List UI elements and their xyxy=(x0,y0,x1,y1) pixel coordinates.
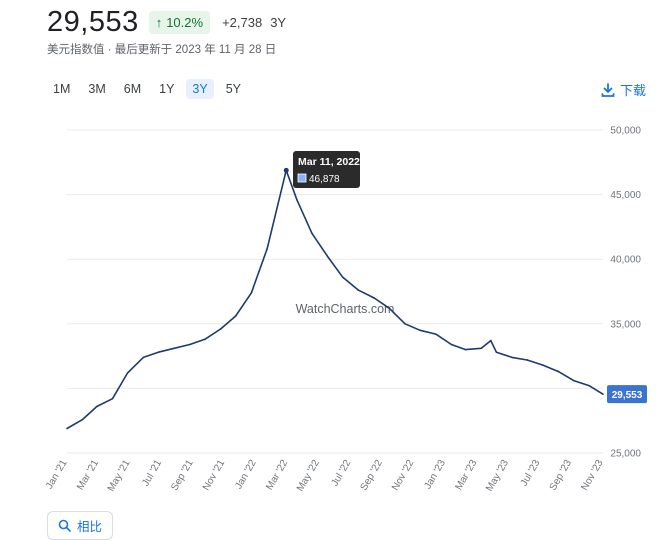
data-point xyxy=(464,348,467,351)
data-point xyxy=(219,328,222,330)
data-point xyxy=(96,405,98,408)
x-tick-label: May '22 xyxy=(295,458,322,494)
data-point xyxy=(434,333,437,335)
data-point xyxy=(157,351,160,354)
x-tick-label: Nov '21 xyxy=(201,458,228,493)
x-tick-label: Nov '23 xyxy=(579,458,606,493)
x-tick-label: Mar '21 xyxy=(75,458,101,492)
x-tick-label: Mar '22 xyxy=(264,458,290,492)
range-button-5y[interactable]: 5Y xyxy=(225,82,242,96)
data-point xyxy=(173,347,175,350)
x-tick-label: Jan '22 xyxy=(233,458,259,492)
x-tick-label: Nov '22 xyxy=(390,458,417,493)
y-tick-label: 40,000 xyxy=(610,255,641,266)
range-button-6m[interactable]: 6M xyxy=(123,82,142,96)
data-point xyxy=(526,359,529,361)
download-button[interactable]: 下载 xyxy=(600,80,646,99)
range-button-1y[interactable]: 1Y xyxy=(159,82,175,96)
tooltip: Mar 11, 2022 46,878 xyxy=(293,151,360,188)
y-tick-label: 45,000 xyxy=(610,190,641,201)
range-button-1m[interactable]: 1M xyxy=(53,82,71,96)
data-point xyxy=(511,356,513,359)
x-tick-label: Sep '22 xyxy=(359,458,386,493)
data-point xyxy=(311,232,313,235)
x-tick-label: Jan '21 xyxy=(44,458,70,492)
compare-label: 相比 xyxy=(77,520,103,534)
x-tick-label: Sep '21 xyxy=(169,458,196,493)
data-point xyxy=(342,276,344,279)
subtitle: 美元指数值 · 最后更新于 2023 年 11 月 28 日 xyxy=(47,44,277,56)
data-point xyxy=(326,255,329,258)
change-badge: ↑ 10.2% xyxy=(148,10,211,34)
x-tick-label: Mar '23 xyxy=(453,458,479,492)
tooltip-swatch xyxy=(297,173,307,183)
data-point xyxy=(602,393,604,395)
y-tick-label: 50,000 xyxy=(610,126,641,137)
change-absolute: +2,738 xyxy=(222,14,263,30)
tooltip-box xyxy=(293,151,360,188)
data-point xyxy=(419,329,421,332)
series-line xyxy=(66,169,604,430)
data-point xyxy=(542,364,544,366)
compare-button[interactable]: 相比 xyxy=(47,511,114,540)
header: 29,553 ↑ 10.2% +2,738 3Y xyxy=(47,4,286,40)
data-point xyxy=(373,297,375,299)
data-point xyxy=(111,397,114,400)
x-tick-label: Jan '23 xyxy=(422,458,448,492)
data-point xyxy=(142,356,145,359)
data-point xyxy=(204,338,206,341)
current-value: 29,553 xyxy=(47,5,139,38)
download-icon xyxy=(601,82,615,97)
data-point xyxy=(357,289,360,292)
x-tick-label: May '21 xyxy=(106,458,133,494)
x-tick-label: Sep '23 xyxy=(548,458,575,493)
data-point xyxy=(234,315,237,317)
data-point xyxy=(572,379,575,382)
data-point xyxy=(266,248,268,250)
data-point xyxy=(490,339,492,342)
x-tick-label: May '23 xyxy=(484,458,511,494)
data-point xyxy=(126,372,129,374)
search-icon xyxy=(58,519,71,532)
current-value-label: 29,553 xyxy=(612,390,643,401)
current-value-box xyxy=(607,385,647,404)
data-point xyxy=(296,198,298,201)
download-label: 下载 xyxy=(619,83,646,98)
range-button-3m[interactable]: 3M xyxy=(88,82,106,96)
range-button-3y[interactable]: 3Y xyxy=(186,79,214,99)
x-tick-label: Jul '21 xyxy=(140,458,164,489)
data-point xyxy=(66,427,68,430)
data-point xyxy=(388,307,391,310)
change-period: 3Y xyxy=(270,14,287,30)
tooltip-date: Mar 11, 2022 xyxy=(298,156,360,168)
data-point xyxy=(495,351,498,354)
y-tick-label: 25,000 xyxy=(610,449,641,460)
change-percent: 10.2% xyxy=(166,14,204,30)
data-point xyxy=(81,418,84,421)
tooltip-value: 46,878 xyxy=(309,174,340,185)
y-tick-label: 35,000 xyxy=(610,319,641,330)
data-point xyxy=(588,385,591,387)
arrow-up-icon: ↑ xyxy=(155,14,163,30)
data-point xyxy=(480,347,483,350)
x-tick-label: Jul '22 xyxy=(330,458,354,489)
x-tick-label: Jul '23 xyxy=(519,458,543,489)
data-point xyxy=(450,343,453,346)
data-point xyxy=(557,370,560,373)
tooltip-point xyxy=(283,167,289,173)
data-point xyxy=(404,323,406,325)
range-selector: 1M 3M 6M 1Y 3Y 5Y xyxy=(47,79,247,99)
data-point xyxy=(250,291,253,294)
data-point xyxy=(188,343,191,346)
watermark: WatchCharts.com xyxy=(296,302,395,316)
